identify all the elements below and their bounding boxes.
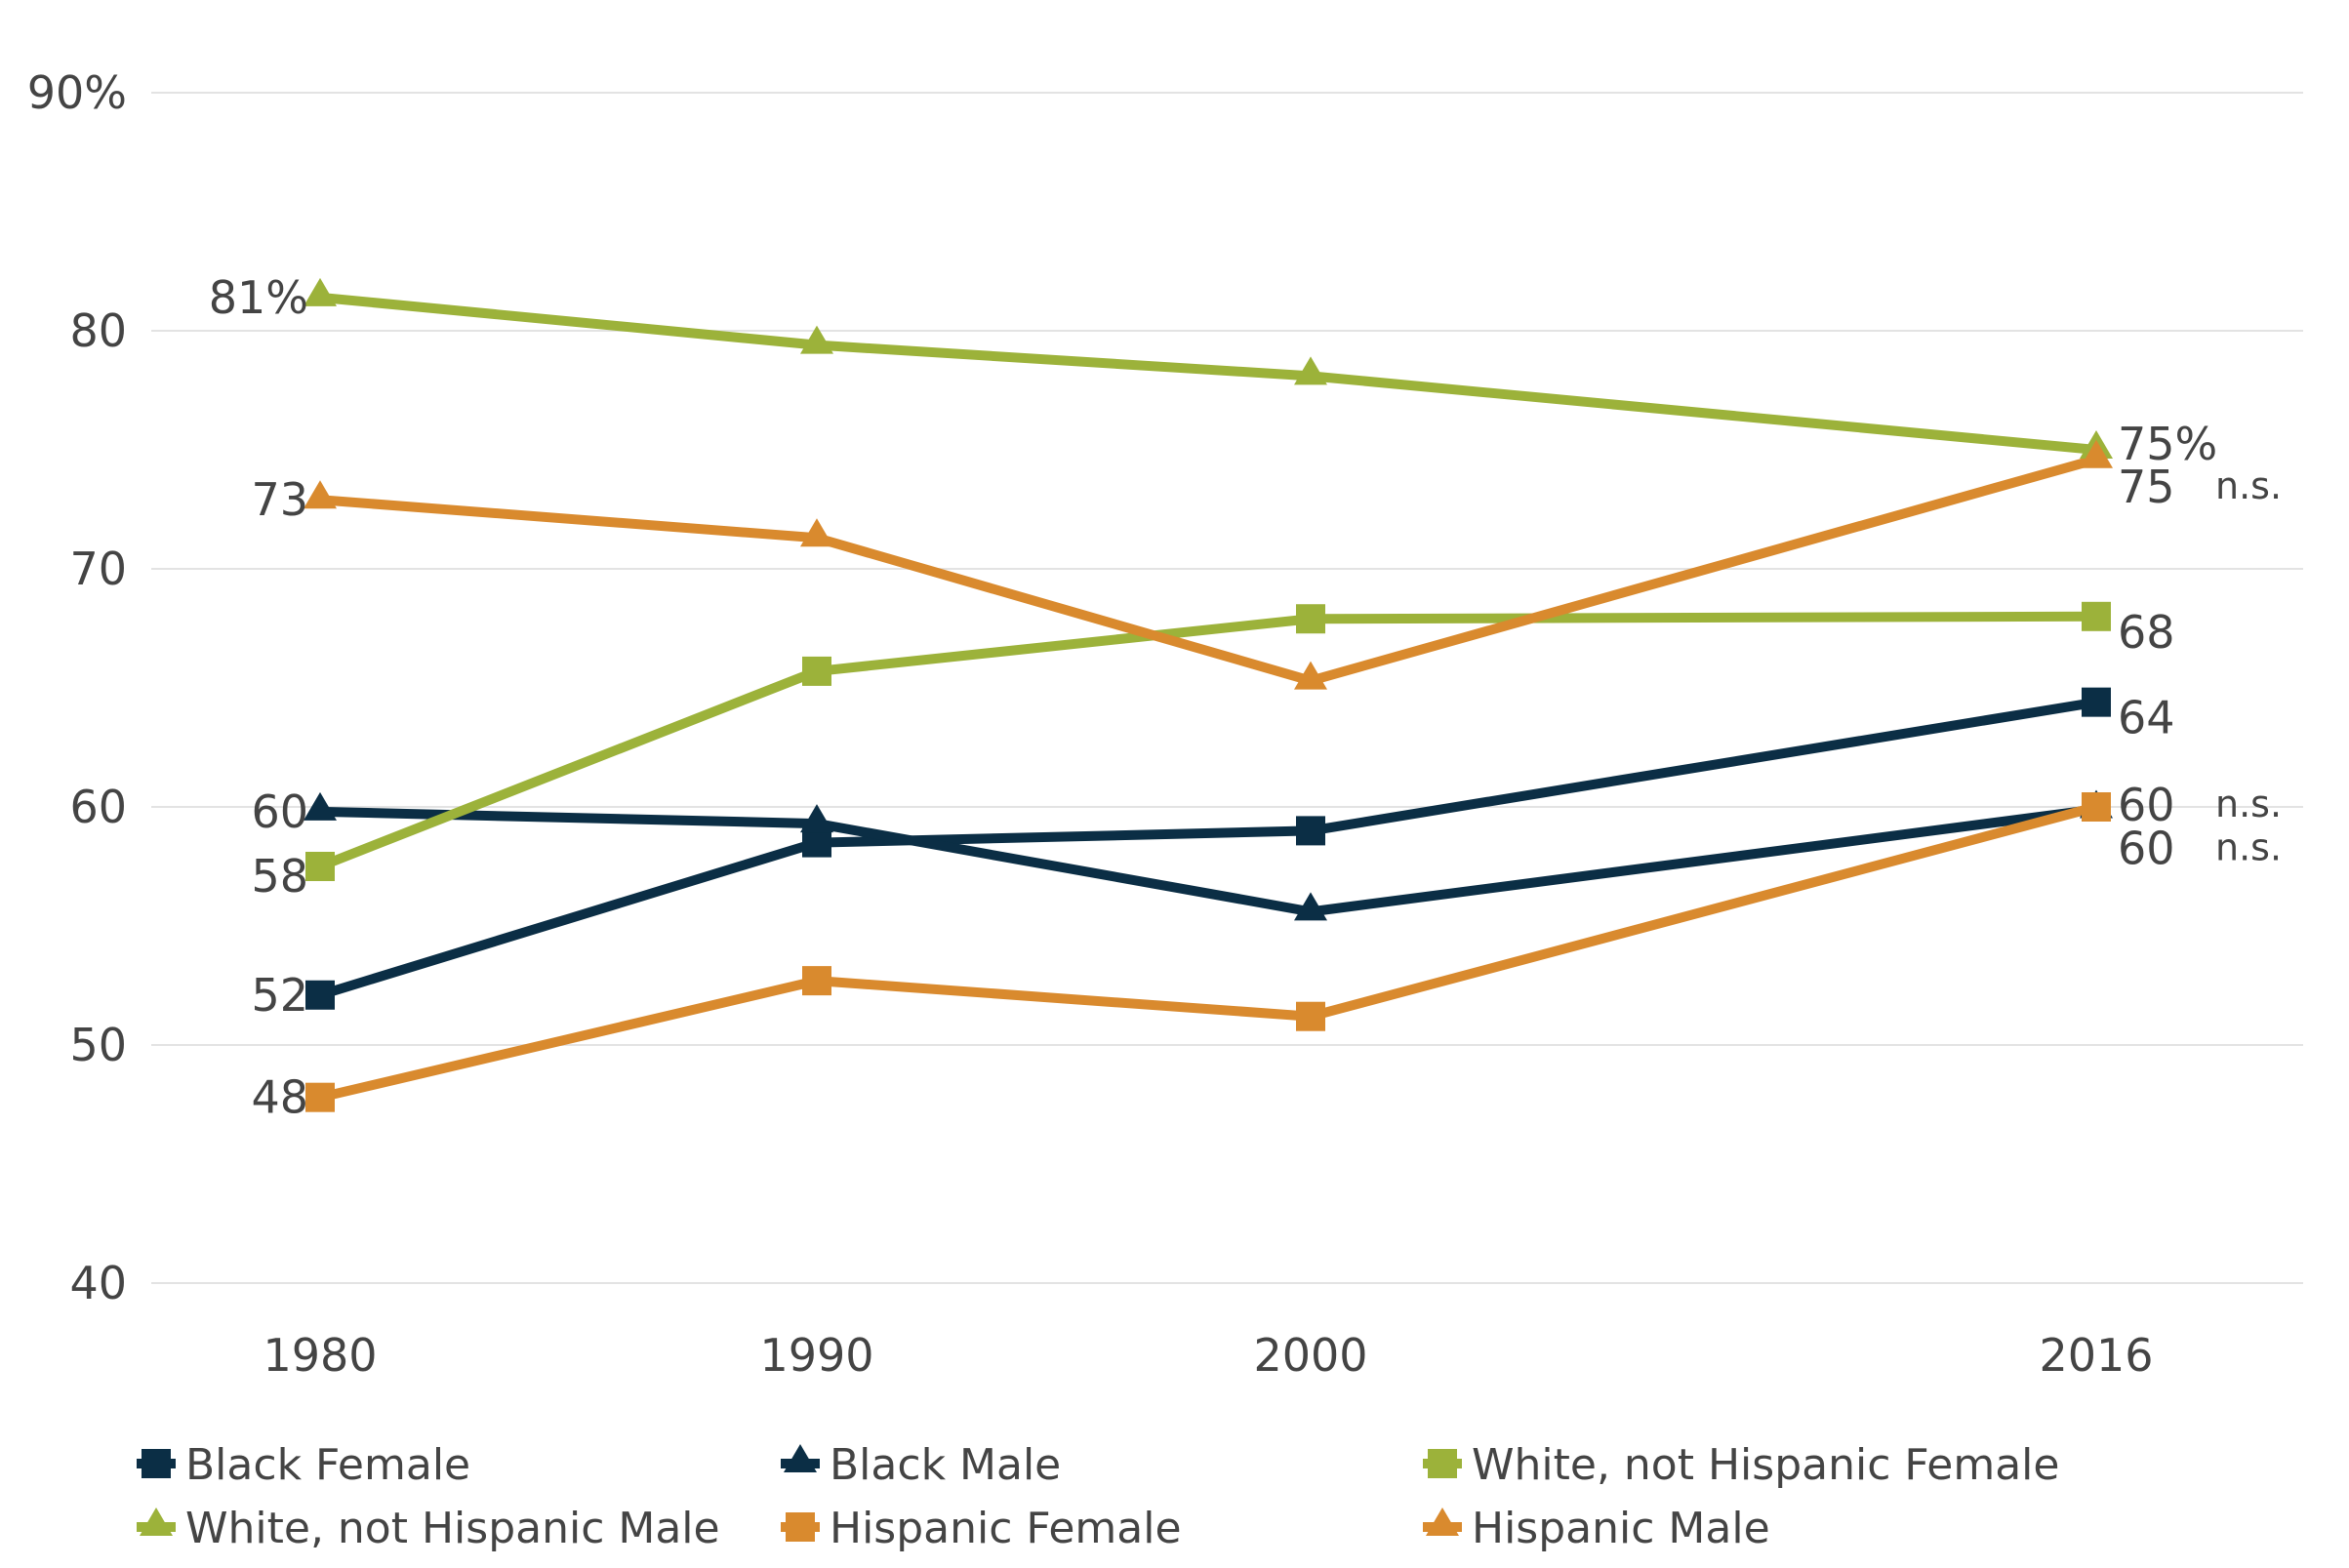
square-marker bbox=[1296, 1001, 1325, 1031]
y-tick-label: 40 bbox=[69, 1257, 127, 1309]
y-tick-label: 50 bbox=[69, 1019, 127, 1071]
legend-label: Black Female bbox=[185, 1440, 470, 1490]
triangle-marker bbox=[1294, 892, 1327, 921]
square-marker bbox=[802, 827, 831, 858]
significance-annotation: n.s. bbox=[2215, 464, 2282, 507]
y-tick-label: 80 bbox=[69, 304, 127, 357]
data-label: 64 bbox=[2118, 692, 2175, 744]
data-label: 75 bbox=[2118, 461, 2175, 513]
series-lines bbox=[318, 292, 2098, 1103]
legend-label: Black Male bbox=[830, 1440, 1061, 1490]
triangle-marker bbox=[800, 325, 833, 354]
series-line bbox=[318, 802, 2098, 1103]
y-axis: 40 50 60 70 80 90% bbox=[27, 66, 127, 1309]
legend-label: Hispanic Female bbox=[830, 1504, 1182, 1553]
series-markers bbox=[304, 277, 2113, 1112]
triangle-marker bbox=[304, 277, 337, 306]
square-marker bbox=[802, 656, 831, 686]
triangle-marker bbox=[1294, 356, 1327, 385]
legend-label: White, not Hispanic Female bbox=[1472, 1440, 2059, 1490]
legend-label: Hispanic Male bbox=[1472, 1504, 1770, 1553]
triangle-marker bbox=[800, 518, 833, 547]
legend-triangle-icon bbox=[140, 1508, 173, 1536]
significance-annotation: n.s. bbox=[2215, 783, 2282, 825]
legend-label: White, not Hispanic Male bbox=[185, 1504, 720, 1553]
square-marker bbox=[305, 1082, 335, 1112]
triangle-marker bbox=[2080, 439, 2113, 468]
square-marker bbox=[305, 980, 335, 1010]
x-tick-label: 1990 bbox=[759, 1329, 873, 1382]
y-tick-label: 70 bbox=[69, 543, 127, 595]
legend-square-icon bbox=[142, 1449, 171, 1478]
square-marker bbox=[802, 966, 831, 996]
series-line bbox=[318, 697, 2097, 1000]
square-marker bbox=[1296, 604, 1325, 634]
legend-item: Black Male bbox=[781, 1440, 1061, 1490]
triangle-marker bbox=[304, 480, 337, 509]
legend-triangle-icon bbox=[1426, 1508, 1459, 1536]
triangle-marker bbox=[800, 804, 833, 833]
y-tick-label: 90% bbox=[27, 66, 127, 119]
x-tick-label: 2000 bbox=[1253, 1329, 1367, 1382]
square-marker bbox=[2082, 792, 2111, 822]
x-tick-label: 2016 bbox=[2039, 1329, 2153, 1382]
gridlines bbox=[151, 92, 2303, 1284]
data-label: 60 bbox=[2118, 779, 2175, 831]
legend-triangle-icon bbox=[784, 1444, 817, 1472]
series-line bbox=[318, 611, 2097, 871]
data-label: 60 bbox=[251, 785, 308, 838]
legend-item: Black Female bbox=[137, 1440, 470, 1490]
data-label: 48 bbox=[251, 1071, 308, 1124]
legend: Black Female Black Male White, not Hispani… bbox=[137, 1440, 2059, 1553]
x-axis: 1980 1990 2000 2016 bbox=[263, 1329, 2153, 1382]
triangle-marker bbox=[304, 791, 337, 821]
legend-square-icon bbox=[786, 1512, 815, 1542]
square-marker bbox=[2082, 687, 2111, 717]
data-label: 73 bbox=[251, 473, 308, 526]
x-tick-label: 1980 bbox=[263, 1329, 377, 1382]
data-label: 81% bbox=[209, 271, 308, 324]
triangle-marker bbox=[1294, 661, 1327, 690]
legend-item: Hispanic Female bbox=[781, 1504, 1182, 1553]
series-line bbox=[319, 454, 2098, 686]
data-label: 58 bbox=[251, 850, 308, 903]
square-marker bbox=[305, 852, 335, 881]
data-label: 60 bbox=[2118, 822, 2175, 874]
series-line bbox=[319, 804, 2097, 917]
significance-annotation: n.s. bbox=[2215, 825, 2282, 868]
legend-item: White, not Hispanic Female bbox=[1423, 1440, 2059, 1490]
legend-item: White, not Hispanic Male bbox=[137, 1504, 720, 1553]
series-line bbox=[319, 292, 2097, 455]
data-label: 75% bbox=[2118, 418, 2217, 470]
data-label: 68 bbox=[2118, 606, 2175, 659]
legend-square-icon bbox=[1428, 1449, 1457, 1478]
legend-item: Hispanic Male bbox=[1423, 1504, 1770, 1553]
data-label: 52 bbox=[251, 969, 308, 1022]
square-marker bbox=[2082, 601, 2111, 631]
y-tick-label: 60 bbox=[69, 781, 127, 833]
square-marker bbox=[1296, 816, 1325, 846]
